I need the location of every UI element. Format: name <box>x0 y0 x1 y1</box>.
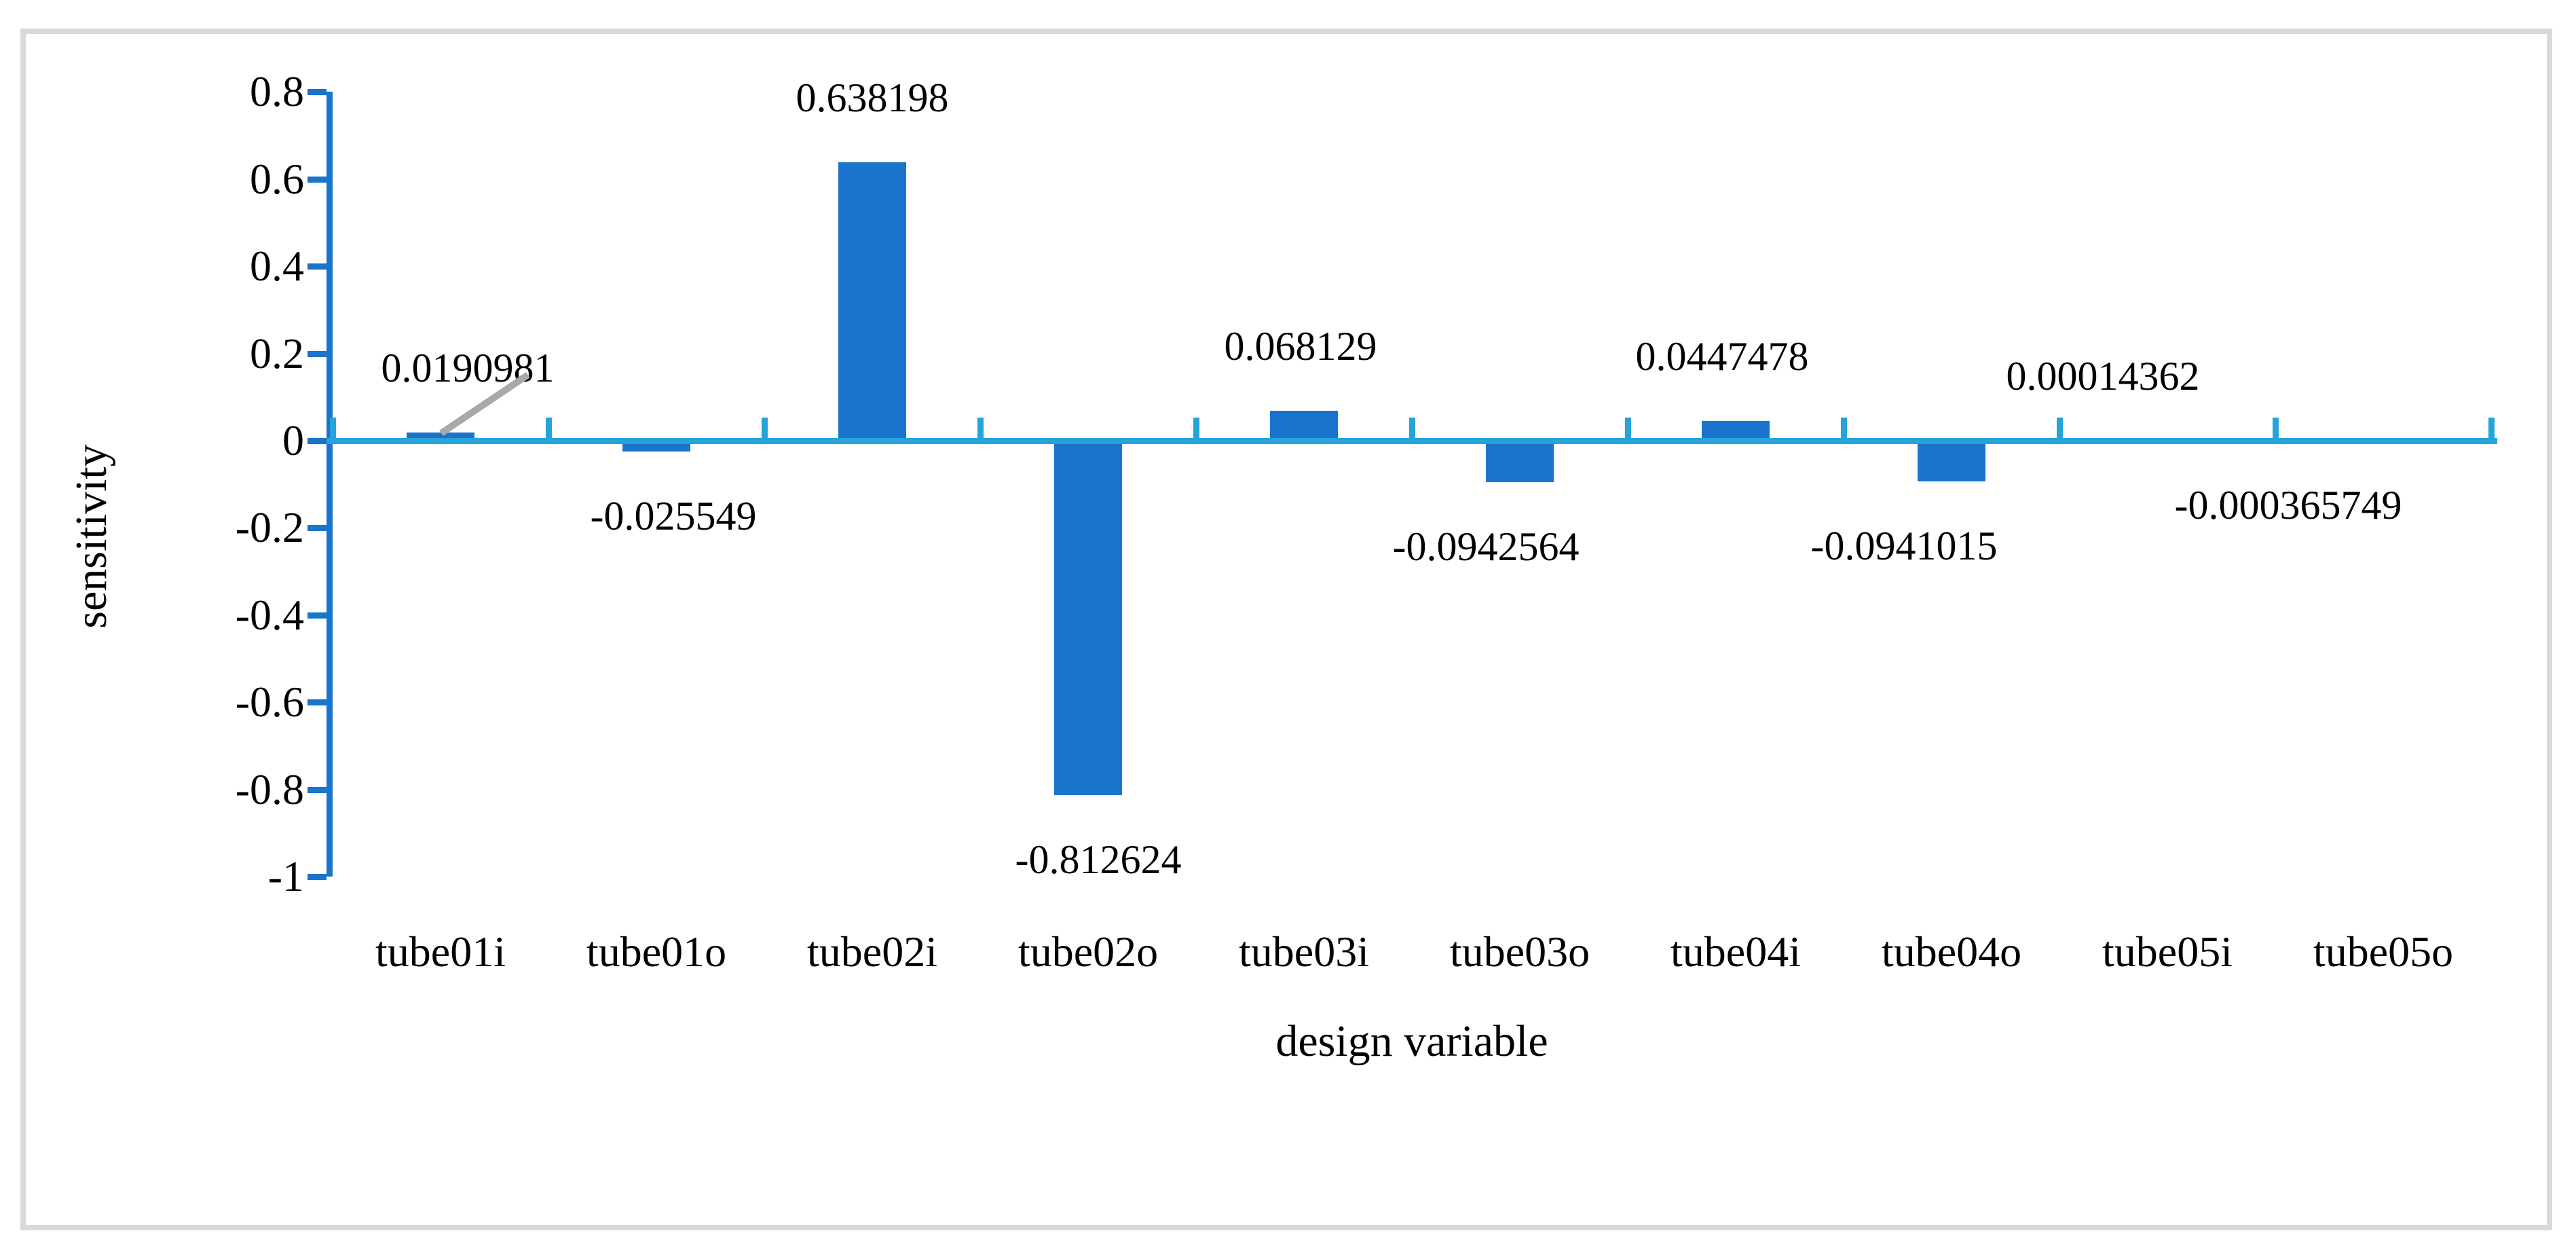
x-tick <box>330 418 336 438</box>
bar-tube03i <box>1270 411 1338 441</box>
x-tick <box>546 418 552 438</box>
category-label-tube02o: tube02o <box>1018 927 1159 976</box>
x-tick <box>1625 418 1631 438</box>
category-label-tube03o: tube03o <box>1449 927 1590 976</box>
y-tick-label: -0.6 <box>235 678 304 727</box>
y-tick-label: 0.8 <box>250 67 304 116</box>
data-label-tube02o: -0.812624 <box>1015 837 1182 882</box>
category-label-tube05o: tube05o <box>2313 927 2454 976</box>
y-tick-label: -0.8 <box>235 765 304 813</box>
bar-tube04o <box>1918 441 1985 482</box>
category-label-tube05i: tube05i <box>2102 927 2233 976</box>
y-tick <box>307 699 326 706</box>
category-label-tube04i: tube04i <box>1670 927 1801 976</box>
data-label-tube02i: 0.638198 <box>796 75 949 121</box>
figure-border <box>20 29 2552 1230</box>
y-tick <box>307 263 326 270</box>
x-axis-line <box>326 438 2497 444</box>
x-tick <box>1193 418 1199 438</box>
data-label-tube01i: 0.0190981 <box>381 345 555 390</box>
x-tick <box>2273 418 2279 438</box>
bar-tube02i <box>838 162 906 441</box>
category-label-tube04o: tube04o <box>1881 927 2022 976</box>
data-label-tube05o: -0.000365749 <box>2174 483 2402 528</box>
category-label-tube02i: tube02i <box>807 927 937 976</box>
category-label-tube03i: tube03i <box>1239 927 1369 976</box>
y-tick <box>307 786 326 793</box>
x-axis-title: design variable <box>1275 1016 1548 1066</box>
bar-tube03o <box>1486 441 1554 482</box>
x-tick <box>762 418 768 438</box>
y-tick <box>307 176 326 183</box>
x-tick <box>977 418 984 438</box>
y-tick-label: -0.4 <box>235 590 304 639</box>
x-tick <box>1841 418 1847 438</box>
y-tick <box>307 350 326 357</box>
data-label-tube03i: 0.068129 <box>1224 324 1377 369</box>
category-label-tube01o: tube01o <box>586 927 727 976</box>
y-tick-label: 0.6 <box>250 154 304 203</box>
data-label-tube01o: -0.025549 <box>590 494 757 539</box>
x-tick <box>2488 418 2495 438</box>
y-tick-label: -0.2 <box>235 503 304 552</box>
y-tick-label: 0 <box>282 416 304 464</box>
y-tick-label: 0.4 <box>250 242 304 291</box>
data-label-tube04i: 0.0447478 <box>1635 334 1809 380</box>
y-tick <box>307 89 326 96</box>
x-tick <box>1409 418 1415 438</box>
y-axis-title: sensitivity <box>67 444 116 629</box>
category-label-tube01i: tube01i <box>375 927 506 976</box>
y-tick-label: -1 <box>267 852 304 900</box>
data-label-tube03o: -0.0942564 <box>1392 523 1580 569</box>
y-tick-label: 0.2 <box>250 329 304 378</box>
data-label-tube04o: -0.0941015 <box>1810 523 1998 569</box>
y-tick <box>307 525 326 532</box>
data-label-tube05i: 0.00014362 <box>2006 353 2200 399</box>
x-tick <box>2057 418 2063 438</box>
bar-tube04i <box>1702 421 1770 441</box>
y-axis-line <box>326 92 333 877</box>
y-tick <box>307 874 326 880</box>
y-tick <box>307 438 326 444</box>
bar-tube02o <box>1054 441 1122 795</box>
y-tick <box>307 612 326 619</box>
